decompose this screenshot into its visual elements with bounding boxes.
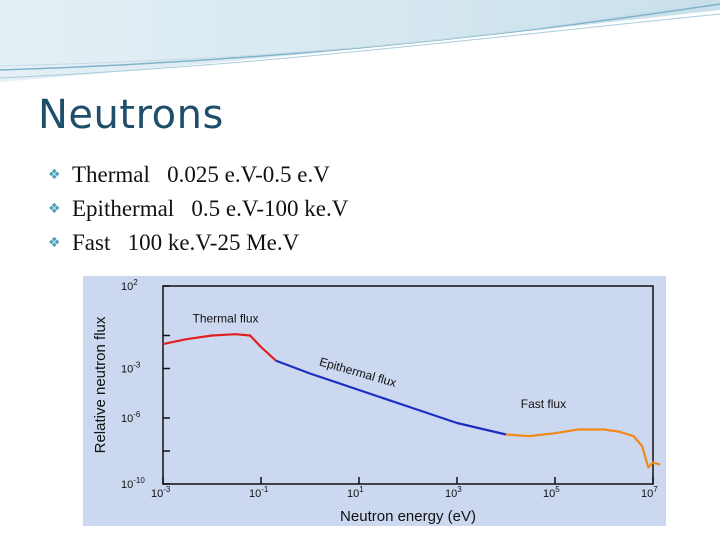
x-tick-label: 101 xyxy=(347,485,364,500)
chart-background xyxy=(83,276,666,526)
bullet-icon: ❖ xyxy=(48,201,61,217)
bullet-icon: ❖ xyxy=(48,167,61,183)
plot-frame xyxy=(162,285,654,485)
header-swoosh-decoration xyxy=(0,0,720,82)
series-line-1 xyxy=(275,359,507,436)
x-tick-label: 103 xyxy=(445,485,462,500)
bullet-item-fast: ❖ Fast 100 ke.V-25 Me.V xyxy=(48,226,348,260)
y-tick-label: 10-10 xyxy=(121,476,145,491)
x-tick-label: 10-3 xyxy=(151,485,171,500)
y-tick-label: 10-3 xyxy=(121,361,141,376)
x-tick-label: 10-1 xyxy=(249,485,269,500)
thermal-flux-label: Thermal flux xyxy=(193,312,259,326)
x-axis-label: Neutron energy (eV) xyxy=(340,508,476,525)
bullet-list: ❖ Thermal 0.025 e.V-0.5 e.V ❖ Epithermal 0… xyxy=(48,158,348,260)
x-tick-label: 107 xyxy=(641,485,658,500)
y-tick-label: 10-6 xyxy=(121,410,141,425)
slide-title: Neutrons xyxy=(38,92,224,138)
fast-flux-label: Fast flux xyxy=(521,397,566,411)
bullet-item-thermal: ❖ Thermal 0.025 e.V-0.5 e.V xyxy=(48,158,348,192)
y-axis-label: Relative neutron flux xyxy=(92,316,109,453)
bullet-icon: ❖ xyxy=(48,235,61,251)
neutron-flux-chart: 10-3 10-1 101 103 105 107 102 10-3 10-6 10-10 Ther… xyxy=(83,276,666,526)
bullet-item-epithermal: ❖ Epithermal 0.5 e.V-100 ke.V xyxy=(48,192,348,226)
series-line-0 xyxy=(162,333,277,362)
series-line-2 xyxy=(505,428,661,469)
y-tick-label: 102 xyxy=(121,278,138,293)
x-tick-label: 105 xyxy=(543,485,560,500)
